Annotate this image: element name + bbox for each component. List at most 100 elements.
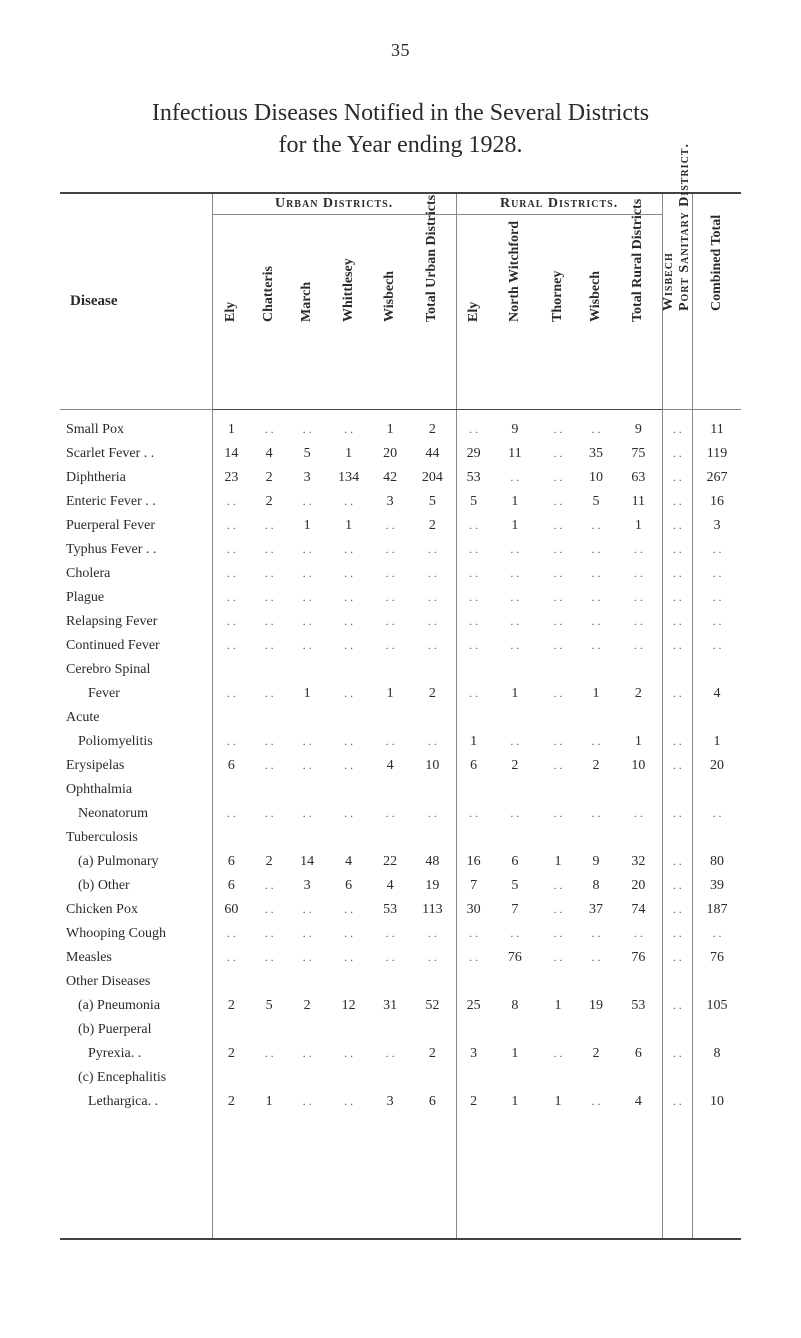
table-cell: 76 (615, 946, 662, 970)
table-cell: . . (615, 634, 662, 658)
table-cell: . . (539, 754, 577, 778)
table-cell: 16 (456, 850, 491, 874)
table-cell: 6 (212, 874, 250, 898)
table-cell: 53 (371, 898, 409, 922)
disease-label: Plague (60, 586, 212, 610)
table-cell: 3 (456, 1042, 491, 1066)
disease-label: (c) Encephalitis (60, 1066, 212, 1090)
table-cell: . . (491, 922, 539, 946)
table-cell: 3 (288, 466, 326, 490)
disease-label: (b) Other (60, 874, 212, 898)
table-cell: . . (250, 922, 288, 946)
table-cell (250, 826, 288, 850)
table-cell: . . (250, 409, 288, 442)
table-cell: 6 (456, 754, 491, 778)
table-cell: 80 (692, 850, 741, 874)
table-cell (539, 826, 577, 850)
table-cell: . . (409, 562, 456, 586)
table-cell: . . (491, 634, 539, 658)
table-cell (615, 1066, 662, 1090)
table-cell (662, 658, 692, 682)
table-cell: . . (288, 922, 326, 946)
table-cell: . . (371, 1042, 409, 1066)
table-cell: . . (250, 754, 288, 778)
table-cell: . . (212, 562, 250, 586)
table-cell: . . (539, 610, 577, 634)
table-cell (409, 778, 456, 802)
table-cell: . . (577, 562, 615, 586)
table-cell: . . (539, 946, 577, 970)
table-row: (b) Other6. .3641975. .820. .39 (60, 874, 741, 898)
table-cell (491, 1018, 539, 1042)
table-cell: . . (326, 946, 371, 970)
table-cell: 187 (692, 898, 741, 922)
table-cell: 3 (692, 514, 741, 538)
table-cell: . . (409, 538, 456, 562)
disease-label: Ophthalmia (60, 778, 212, 802)
table-row: Typhus Fever . .. .. .. .. .. .. .. .. .… (60, 538, 741, 562)
table-row: Lethargica. .21. .. .36211. .4. .10 (60, 1090, 741, 1114)
table-row: Other Diseases (60, 970, 741, 994)
table-row: Fever. .. .1. .12. .1. .12. .4 (60, 682, 741, 706)
table-cell: . . (288, 1042, 326, 1066)
table-cell: . . (539, 538, 577, 562)
table-cell: . . (371, 922, 409, 946)
table-cell (456, 1114, 491, 1239)
table-cell (577, 1018, 615, 1042)
table-cell: . . (662, 682, 692, 706)
table-cell: . . (250, 634, 288, 658)
table-cell: 6 (212, 850, 250, 874)
table-cell (539, 1114, 577, 1239)
table-cell (539, 706, 577, 730)
disease-label: (a) Pulmonary (60, 850, 212, 874)
table-cell: . . (539, 1042, 577, 1066)
table-cell: . . (662, 850, 692, 874)
table-cell (491, 1114, 539, 1239)
table-cell (212, 826, 250, 850)
table-cell: . . (288, 610, 326, 634)
diseases-table: Disease Urban Districts. Rural Districts… (60, 192, 741, 1240)
table-row: Ophthalmia (60, 778, 741, 802)
table-cell: 1 (615, 514, 662, 538)
table-cell: . . (577, 946, 615, 970)
disease-label: Enteric Fever . . (60, 490, 212, 514)
table-cell: . . (577, 1090, 615, 1114)
table-cell: 4 (615, 1090, 662, 1114)
table-cell (409, 1066, 456, 1090)
table-row: (b) Puerperal (60, 1018, 741, 1042)
table-cell: 19 (409, 874, 456, 898)
disease-label: Diphtheria (60, 466, 212, 490)
table-cell: . . (491, 562, 539, 586)
page: 35 Infectious Diseases Notified in the S… (0, 0, 801, 1338)
col-ely-urban: Ely (212, 214, 250, 409)
title-line-2: for the Year ending 1928. (279, 132, 523, 158)
table-cell: 5 (409, 490, 456, 514)
table-row: Cholera. .. .. .. .. .. .. .. .. .. .. .… (60, 562, 741, 586)
table-cell (615, 658, 662, 682)
table-cell: 8 (491, 994, 539, 1018)
table-cell: 1 (491, 1042, 539, 1066)
table-cell (288, 778, 326, 802)
table-cell: 20 (692, 754, 741, 778)
table-row: Cerebro Spinal (60, 658, 741, 682)
table-cell: 37 (577, 898, 615, 922)
table-cell (662, 1018, 692, 1042)
table-cell: . . (250, 946, 288, 970)
table-cell: . . (250, 682, 288, 706)
table-cell (326, 706, 371, 730)
table-cell: . . (288, 946, 326, 970)
table-cell (288, 970, 326, 994)
table-cell: 4 (371, 874, 409, 898)
table-cell: . . (662, 538, 692, 562)
table-cell: 30 (456, 898, 491, 922)
table-cell: . . (288, 1090, 326, 1114)
table-row: Acute (60, 706, 741, 730)
table-cell: . . (212, 634, 250, 658)
table-padding-row (60, 1114, 741, 1239)
table-cell: . . (539, 586, 577, 610)
disease-label: Poliomyelitis (60, 730, 212, 754)
table-cell: . . (577, 922, 615, 946)
urban-group-header: Urban Districts. (212, 193, 456, 215)
table-cell: . . (692, 610, 741, 634)
table-cell: 2 (212, 994, 250, 1018)
